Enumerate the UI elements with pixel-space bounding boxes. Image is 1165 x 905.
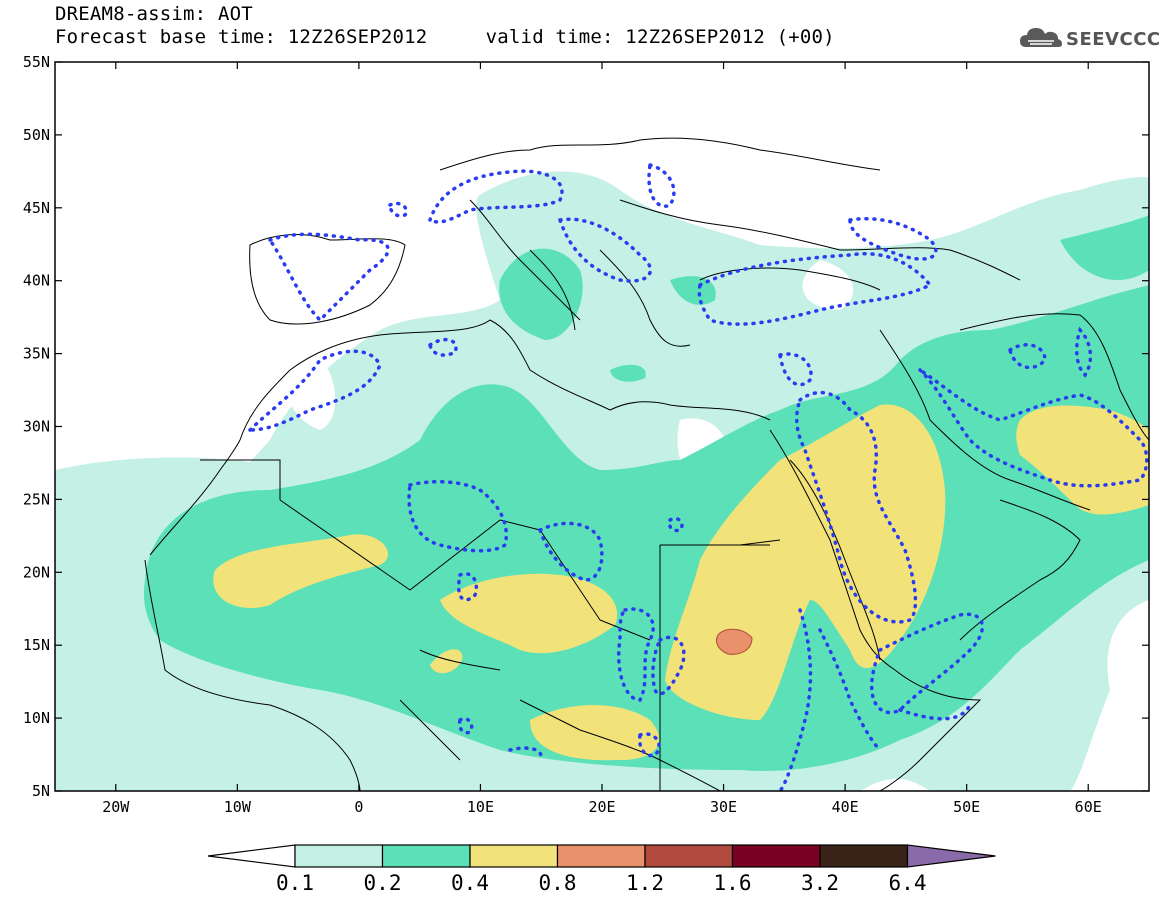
lat-label: 25N	[23, 490, 50, 508]
colorbar-box	[294, 844, 384, 868]
colorbar-label: 0.8	[539, 871, 577, 895]
aot-fields	[55, 171, 1149, 791]
coastlines	[144, 137, 1149, 791]
lat-label: 50N	[23, 126, 50, 144]
lat-label: 40N	[23, 272, 50, 290]
lat-label: 15N	[23, 636, 50, 654]
lat-label: 45N	[23, 199, 50, 217]
lon-label: 20E	[588, 798, 615, 816]
aot-level-0.8-area	[715, 628, 753, 655]
colorbar-label: 1.2	[626, 871, 664, 895]
colorbar-overflow-triangle	[906, 844, 996, 868]
lon-label: 20W	[102, 798, 130, 816]
latitude-axis: 55N 50N 45N 40N 35N 30N 25N 20N 15N 10N 5N	[23, 53, 1149, 800]
colorbar-box	[819, 844, 909, 868]
cloud-logo-icon	[1020, 28, 1062, 47]
lat-label: 30N	[23, 418, 50, 436]
colorbar-box	[556, 844, 646, 868]
lon-label: 10E	[467, 798, 494, 816]
lon-label: 40E	[832, 798, 859, 816]
lat-label: 55N	[23, 53, 50, 71]
colorbar-label: 3.2	[801, 871, 839, 895]
colorbar-label: 0.1	[276, 871, 314, 895]
lat-label: 20N	[23, 563, 50, 581]
colorbar-box	[731, 844, 821, 868]
brand-logo: SEEVCCC	[1018, 23, 1161, 57]
brand-name: SEEVCCC	[1066, 29, 1161, 50]
lon-label: 50E	[953, 798, 980, 816]
lat-label: 5N	[32, 782, 50, 800]
colorbar-underflow-triangle	[207, 844, 296, 868]
colorbar: 0.1 0.2 0.4 0.8 1.2 1.6 3.2 6.4	[207, 844, 996, 895]
colorbar-box	[469, 844, 559, 868]
longitude-axis: 20W 10W 0 10E 20E 30E 40E 50E 60E	[102, 62, 1102, 816]
colorbar-box	[644, 844, 734, 868]
lon-label: 60E	[1075, 798, 1102, 816]
dust-contours	[245, 162, 1149, 791]
lon-label: 10W	[224, 798, 252, 816]
colorbar-box	[381, 844, 471, 868]
colorbar-label: 6.4	[889, 871, 927, 895]
colorbar-label: 0.4	[451, 871, 489, 895]
lat-label: 10N	[23, 709, 50, 727]
colorbar-label: 0.2	[364, 871, 402, 895]
map-title: DREAM8-assim: AOT	[55, 3, 253, 25]
lat-label: 35N	[23, 345, 50, 363]
lon-label: 0	[354, 798, 363, 816]
forecast-time-line: Forecast base time: 12Z26SEP2012 valid t…	[55, 26, 835, 48]
colorbar-label: 1.6	[714, 871, 752, 895]
aot-level-0.4-area	[213, 534, 389, 609]
lon-label: 30E	[710, 798, 737, 816]
